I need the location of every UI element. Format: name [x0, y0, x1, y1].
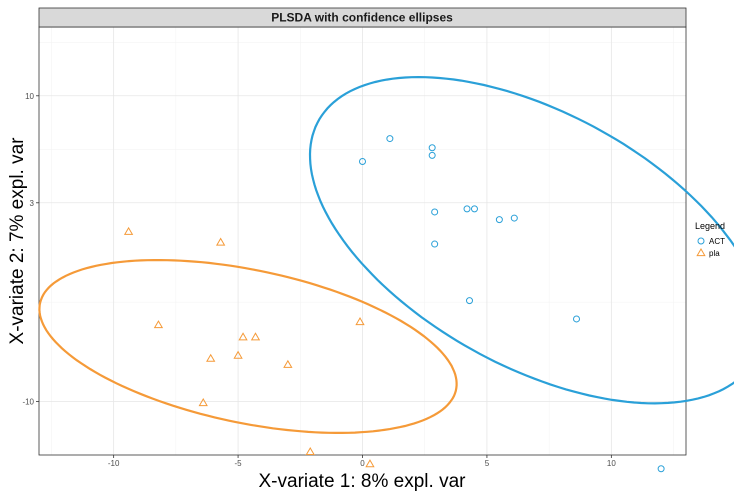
point-pla — [250, 332, 261, 341]
point-act — [510, 214, 518, 222]
point-act — [359, 158, 366, 166]
point-pla — [215, 237, 226, 246]
point-pla — [238, 332, 248, 341]
point-act — [657, 465, 665, 473]
x-tick-label: 0 — [360, 459, 365, 468]
point-pla — [198, 398, 208, 407]
point-act — [431, 208, 439, 216]
point-act — [495, 216, 503, 224]
point-act — [463, 205, 471, 213]
point-pla — [365, 459, 375, 468]
point-act — [428, 151, 436, 159]
point-act — [470, 205, 478, 213]
point-pla — [305, 446, 315, 456]
x-tick-label: 10 — [607, 459, 616, 468]
y-tick-label: -10 — [22, 398, 34, 407]
point-act — [466, 297, 474, 305]
point-pla — [206, 353, 216, 362]
point-pla — [123, 226, 134, 235]
confidence-ellipses — [38, 75, 734, 434]
point-act — [386, 135, 394, 143]
legend-label-act: ACT — [709, 237, 725, 246]
point-pla — [283, 359, 293, 368]
legend-key-act — [697, 237, 705, 245]
legend-key-pla — [696, 247, 706, 257]
x-tick-label: -10 — [108, 459, 120, 468]
legend-label-pla: pla — [709, 249, 720, 258]
y-tick-label: 3 — [30, 199, 35, 208]
axis-ticks: -10 -5 0 5 10 -10 3 10 — [22, 92, 616, 468]
title-strip — [38, 7, 687, 28]
chart-title: PLSDA with confidence ellipses — [271, 11, 453, 25]
point-act — [573, 315, 581, 323]
confidence-ellipse-pla — [38, 259, 458, 434]
point-pla — [355, 317, 365, 326]
confidence-ellipse-act — [308, 75, 734, 405]
legend-title: Legend — [695, 221, 725, 231]
y-tick-label: 10 — [25, 92, 34, 101]
x-tick-label: -5 — [235, 459, 243, 468]
legend: Legend ACT pla — [695, 221, 725, 258]
data-points — [123, 135, 665, 473]
point-act — [428, 144, 436, 152]
x-tick-label: 5 — [485, 459, 490, 468]
point-pla — [153, 320, 164, 329]
point-pla — [233, 350, 243, 359]
grid — [39, 27, 686, 455]
point-act — [431, 240, 439, 248]
y-axis-title: X-variate 2: 7% expl. var — [7, 137, 28, 345]
x-axis-title: X-variate 1: 8% expl. var — [259, 471, 467, 492]
